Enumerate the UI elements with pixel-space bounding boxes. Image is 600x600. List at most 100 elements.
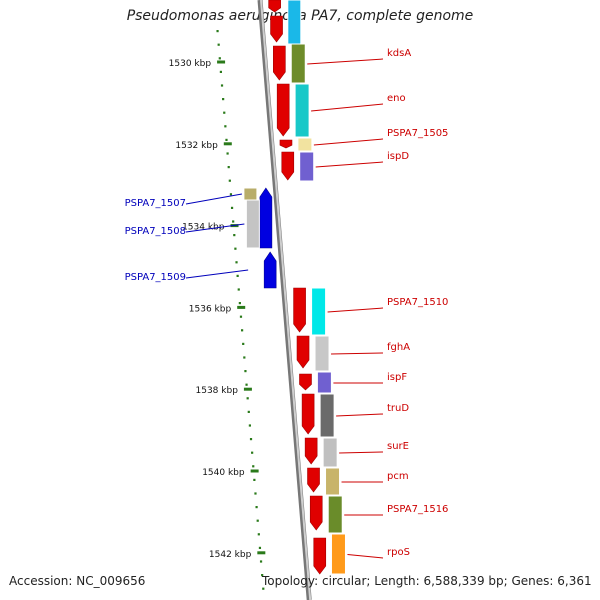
gene-label-leader (327, 307, 384, 313)
forward-gene-arrow[interactable] (309, 495, 323, 531)
minor-tick (216, 30, 219, 33)
gene-label[interactable]: rpoS (387, 547, 410, 558)
gene-box[interactable] (311, 287, 327, 336)
gene-label-leader (339, 451, 384, 454)
gene-box[interactable] (322, 437, 338, 468)
minor-tick (256, 519, 259, 522)
gene-label[interactable]: PSPA7_1510 (387, 297, 448, 308)
gene-box[interactable] (330, 533, 346, 575)
gene-track (243, 0, 346, 575)
gene-box[interactable] (316, 371, 332, 394)
forward-gene-arrow[interactable] (281, 151, 295, 181)
major-tick (257, 551, 266, 555)
minor-tick (245, 383, 248, 386)
minor-tick (242, 342, 245, 345)
gene-label[interactable]: ispF (387, 372, 407, 383)
minor-tick (258, 546, 262, 549)
gene-label[interactable]: pcm (387, 471, 409, 482)
gene-box[interactable] (294, 83, 310, 138)
gene-labels: kdsA eno PSPA7_1505 ispD PSPA7_1507 PSPA7_150… (125, 48, 448, 559)
reverse-gene-arrow[interactable] (259, 187, 273, 249)
forward-gene-arrow[interactable] (293, 287, 306, 333)
minor-tick (259, 560, 263, 563)
gene-box[interactable] (243, 187, 258, 201)
minor-tick (255, 506, 258, 509)
gene-label[interactable]: PSPA7_1505 (387, 128, 448, 139)
minor-tick (251, 451, 254, 454)
forward-gene-arrow[interactable] (313, 537, 327, 575)
minor-tick (217, 43, 220, 46)
minor-tick (222, 98, 225, 101)
gene-label[interactable]: PSPA7_1507 (125, 198, 186, 209)
minor-tick (228, 179, 231, 182)
minor-tick (229, 193, 233, 196)
major-tick (217, 60, 226, 64)
gene-label-leader (336, 413, 384, 417)
gene-box[interactable] (325, 467, 341, 496)
gene-label[interactable]: eno (387, 93, 406, 104)
gene-label-leader (311, 103, 384, 112)
minor-tick (240, 329, 244, 332)
gene-label[interactable]: PSPA7_1516 (387, 504, 448, 515)
minor-tick (246, 397, 249, 400)
gene-box[interactable] (319, 393, 335, 438)
gene-box[interactable] (245, 199, 260, 249)
reverse-gene-arrow[interactable] (263, 251, 277, 289)
minor-tick (219, 70, 223, 73)
gene-label-leader (347, 554, 384, 559)
gene-box[interactable] (299, 151, 315, 182)
gene-label-leader (185, 193, 242, 205)
forward-gene-arrow[interactable] (304, 437, 318, 465)
forward-gene-arrow[interactable] (268, 0, 281, 13)
minor-tick (254, 492, 257, 495)
forward-gene-arrow[interactable] (296, 335, 310, 369)
gene-label[interactable]: ispD (387, 151, 409, 162)
gene-label[interactable]: PSPA7_1509 (125, 272, 186, 283)
scale-tick-label: 1540 kbp (202, 468, 245, 478)
gene-box[interactable] (249, 251, 264, 289)
forward-gene-arrow[interactable] (299, 373, 312, 391)
minor-tick (237, 288, 240, 291)
gene-label[interactable]: fghA (387, 342, 410, 353)
gene-box[interactable] (297, 137, 313, 152)
forward-gene-arrow[interactable] (307, 467, 320, 493)
forward-gene-arrow[interactable] (273, 45, 286, 81)
scale-tick-label: 1534 kbp (182, 223, 225, 233)
forward-gene-arrow[interactable] (301, 393, 315, 435)
gene-box[interactable] (327, 495, 343, 534)
gene-label[interactable]: truD (387, 403, 409, 414)
gene-label[interactable]: kdsA (387, 48, 411, 59)
minor-tick (239, 315, 243, 318)
minor-tick (233, 234, 236, 237)
minor-tick (248, 424, 252, 427)
minor-tick (249, 438, 253, 441)
gene-box[interactable] (287, 0, 302, 45)
gene-box[interactable] (314, 335, 330, 372)
minor-tick (227, 166, 230, 169)
major-tick (250, 469, 259, 473)
gene-label-leader (185, 223, 245, 233)
gene-label-leader (185, 269, 249, 279)
gene-box[interactable] (290, 43, 306, 84)
minor-tick (243, 356, 246, 359)
minor-tick (261, 574, 264, 577)
minor-tick (262, 587, 265, 590)
forward-gene-arrow[interactable] (270, 15, 283, 43)
scale-tick-label: 1532 kbp (175, 141, 218, 151)
genome-summary: Topology: circular; Length: 6,588,339 bp… (262, 574, 592, 588)
minor-tick (220, 84, 224, 87)
accession-label: Accession: NC_009656 (9, 574, 146, 588)
minor-tick (252, 465, 255, 468)
forward-gene-arrow[interactable] (279, 139, 293, 149)
gene-label[interactable]: PSPA7_1508 (125, 226, 186, 237)
minor-tick (234, 247, 237, 250)
minor-tick (235, 261, 238, 264)
gene-label-leader (313, 138, 384, 146)
gene-label[interactable]: surE (387, 441, 409, 452)
minor-tick (223, 111, 226, 114)
scale-track: 1530 kbp 1532 kbp 1534 kbp 1536 kbp 1538 kbp… (169, 30, 266, 590)
forward-gene-arrow[interactable] (276, 83, 290, 137)
scale-tick-label: 1536 kbp (189, 304, 232, 314)
